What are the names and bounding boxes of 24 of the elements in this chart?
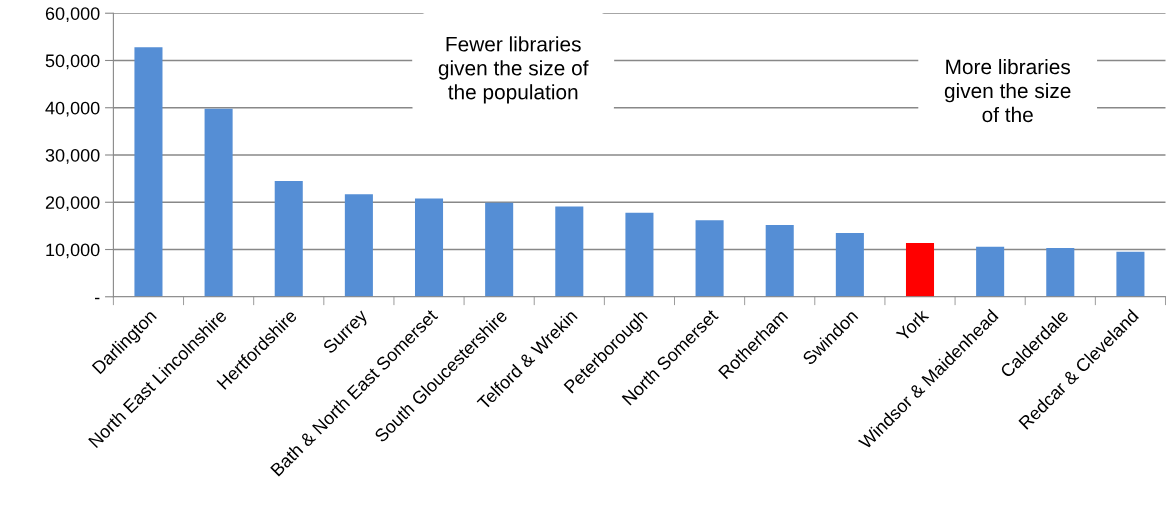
bar bbox=[485, 202, 514, 297]
y-tick-label: 50,000 bbox=[45, 54, 100, 70]
bar bbox=[415, 198, 444, 297]
y-tick-label: 10,000 bbox=[46, 243, 100, 259]
annotation: More libraries given the size of the bbox=[944, 58, 1071, 123]
y-tick-label: 60,000 bbox=[45, 7, 100, 23]
y-tick-label: 30,000 bbox=[45, 148, 100, 164]
bar bbox=[905, 242, 935, 297]
bar bbox=[976, 246, 1005, 297]
bar bbox=[274, 180, 303, 297]
bar bbox=[625, 212, 654, 297]
bar bbox=[1116, 251, 1145, 297]
bar bbox=[1046, 248, 1075, 297]
bar bbox=[134, 47, 163, 297]
bar bbox=[204, 108, 233, 297]
bar bbox=[765, 224, 794, 297]
annotation: Fewer libraries given the size of the population bbox=[438, 36, 589, 104]
bar bbox=[344, 194, 373, 297]
bar bbox=[835, 232, 864, 297]
bar bbox=[555, 206, 584, 297]
y-tick-label: 20,000 bbox=[45, 196, 100, 212]
bar bbox=[695, 220, 724, 297]
y-tick-label: - bbox=[94, 297, 100, 300]
y-tick-label: 40,000 bbox=[45, 101, 100, 117]
